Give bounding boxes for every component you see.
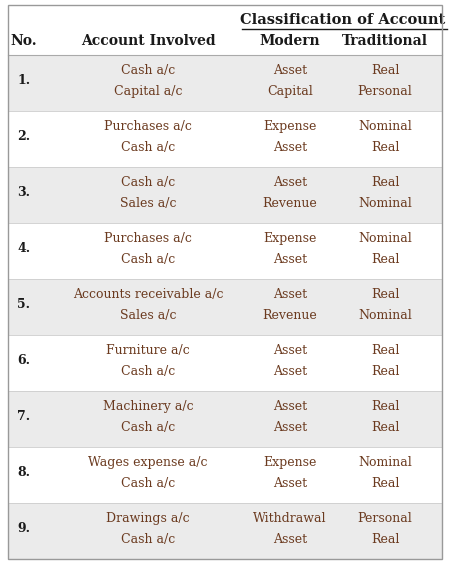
Text: Real: Real (371, 421, 399, 434)
Bar (8, 391, 442, 447)
Bar (8, 279, 442, 335)
Text: Cash a/c: Cash a/c (121, 64, 175, 77)
Text: 9.: 9. (18, 522, 31, 535)
Bar (8, 503, 442, 559)
Text: Sales a/c: Sales a/c (120, 197, 176, 210)
Text: Purchases a/c: Purchases a/c (104, 120, 192, 133)
Text: Withdrawal: Withdrawal (253, 512, 327, 525)
Text: Machinery a/c: Machinery a/c (103, 400, 194, 413)
Text: 7.: 7. (18, 410, 31, 423)
Text: Capital a/c: Capital a/c (114, 85, 182, 98)
Text: Cash a/c: Cash a/c (121, 253, 175, 266)
Text: Nominal: Nominal (358, 309, 412, 322)
Text: Cash a/c: Cash a/c (121, 365, 175, 378)
Text: Asset: Asset (273, 141, 307, 154)
Text: Asset: Asset (273, 477, 307, 490)
Text: Sales a/c: Sales a/c (120, 309, 176, 322)
Bar (8, 5, 442, 55)
Text: Asset: Asset (273, 176, 307, 189)
Bar (8, 447, 442, 503)
Text: Classification of Account: Classification of Account (240, 13, 445, 27)
Bar (8, 223, 442, 279)
Text: Nominal: Nominal (358, 232, 412, 245)
Text: No.: No. (11, 34, 37, 48)
Text: Asset: Asset (273, 344, 307, 357)
Text: Asset: Asset (273, 533, 307, 546)
Text: Asset: Asset (273, 288, 307, 301)
Text: Accounts receivable a/c: Accounts receivable a/c (73, 288, 223, 301)
Text: Cash a/c: Cash a/c (121, 141, 175, 154)
Text: Real: Real (371, 365, 399, 378)
Text: Traditional: Traditional (342, 34, 428, 48)
Text: Account Involved: Account Involved (81, 34, 215, 48)
Text: 3.: 3. (18, 186, 31, 199)
Bar (8, 55, 442, 111)
Bar (8, 335, 442, 391)
Text: Real: Real (371, 533, 399, 546)
Text: 5.: 5. (18, 298, 31, 311)
Text: Real: Real (371, 64, 399, 77)
Text: 4.: 4. (18, 242, 31, 255)
Text: Furniture a/c: Furniture a/c (106, 344, 190, 357)
Text: Nominal: Nominal (358, 456, 412, 469)
Text: Real: Real (371, 344, 399, 357)
Text: Cash a/c: Cash a/c (121, 477, 175, 490)
Text: Asset: Asset (273, 421, 307, 434)
Text: Wages expense a/c: Wages expense a/c (88, 456, 208, 469)
Text: Real: Real (371, 176, 399, 189)
Text: 8.: 8. (18, 466, 31, 479)
Text: Expense: Expense (263, 456, 317, 469)
Text: Cash a/c: Cash a/c (121, 533, 175, 546)
Text: 6.: 6. (18, 354, 31, 366)
Text: 2.: 2. (18, 129, 31, 143)
Bar (8, 111, 442, 167)
Bar (8, 167, 442, 223)
Text: Personal: Personal (358, 512, 412, 525)
Text: Purchases a/c: Purchases a/c (104, 232, 192, 245)
Text: Expense: Expense (263, 232, 317, 245)
Text: Cash a/c: Cash a/c (121, 176, 175, 189)
Text: Cash a/c: Cash a/c (121, 421, 175, 434)
Text: Asset: Asset (273, 400, 307, 413)
Text: 1.: 1. (18, 74, 31, 87)
Text: Real: Real (371, 477, 399, 490)
Text: Asset: Asset (273, 253, 307, 266)
Text: Real: Real (371, 288, 399, 301)
Text: Personal: Personal (358, 85, 412, 98)
Text: Revenue: Revenue (263, 309, 317, 322)
Text: Real: Real (371, 141, 399, 154)
Text: Nominal: Nominal (358, 197, 412, 210)
Text: Nominal: Nominal (358, 120, 412, 133)
Text: Asset: Asset (273, 365, 307, 378)
Text: Expense: Expense (263, 120, 317, 133)
Text: Asset: Asset (273, 64, 307, 77)
Text: Capital: Capital (267, 85, 313, 98)
Text: Modern: Modern (260, 34, 320, 48)
Text: Real: Real (371, 400, 399, 413)
Text: Drawings a/c: Drawings a/c (106, 512, 190, 525)
Text: Revenue: Revenue (263, 197, 317, 210)
Text: Real: Real (371, 253, 399, 266)
